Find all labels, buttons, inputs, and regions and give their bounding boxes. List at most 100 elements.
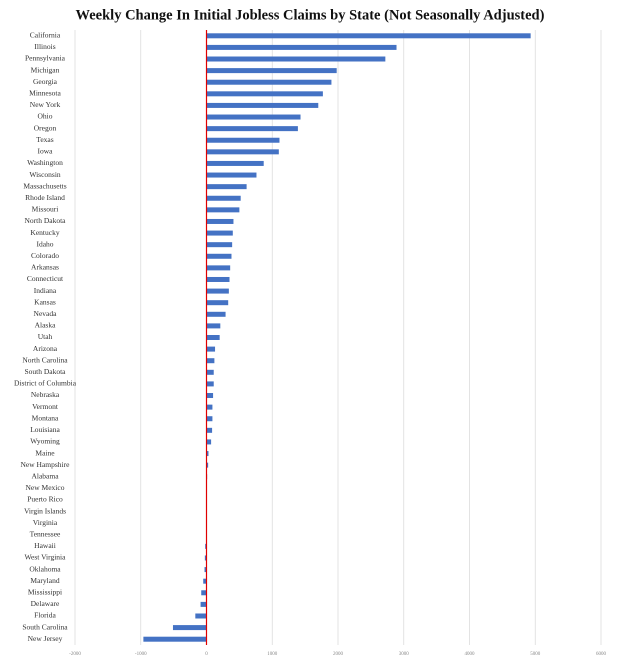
chart-title: Weekly Change In Initial Jobless Claims …	[76, 7, 545, 23]
bar	[206, 126, 298, 132]
y-tick-label: Kentucky	[30, 228, 59, 237]
x-tick-label: 4000	[465, 652, 476, 657]
y-tick-label: Virgin Islands	[24, 506, 66, 515]
y-tick-label: Mississippi	[28, 588, 62, 597]
y-tick-label: California	[30, 31, 61, 40]
y-tick-label: North Dakota	[24, 216, 66, 225]
bar	[206, 300, 229, 306]
bar	[206, 218, 234, 224]
y-tick-label: Hawaii	[34, 541, 56, 550]
y-tick-label: West Virginia	[25, 553, 67, 562]
bar	[206, 369, 214, 375]
bar	[206, 137, 280, 143]
y-tick-label: New Mexico	[26, 483, 65, 492]
x-tick-label: 0	[205, 652, 208, 657]
y-tick-label: Maryland	[30, 576, 59, 585]
y-tick-label: Idaho	[36, 239, 53, 248]
bar	[206, 68, 337, 74]
y-tick-label: Ohio	[38, 112, 53, 121]
y-tick-label: Connecticut	[27, 274, 64, 283]
y-tick-label: Pennsylvania	[25, 54, 66, 63]
y-tick-label: Maine	[35, 448, 55, 457]
bar	[206, 195, 241, 201]
bar	[195, 613, 207, 619]
y-tick-label: Wisconsin	[29, 170, 61, 179]
bar	[206, 242, 233, 248]
y-tick-label: Missouri	[32, 205, 59, 214]
y-tick-label: Massachusetts	[23, 181, 66, 190]
bar	[206, 172, 257, 178]
bar	[206, 184, 247, 190]
bar	[201, 590, 207, 596]
bar	[206, 253, 232, 259]
y-tick-label: Arkansas	[31, 263, 59, 272]
bar	[206, 56, 386, 62]
bar	[206, 416, 213, 422]
bar	[203, 578, 207, 584]
y-tick-label: Minnesota	[29, 89, 61, 98]
bar	[206, 160, 264, 166]
bar	[200, 601, 207, 607]
y-tick-label: New Jersey	[28, 634, 63, 643]
y-tick-label: Puerto Rico	[27, 495, 63, 504]
y-tick-label: South Dakota	[24, 367, 66, 376]
bar	[206, 427, 213, 433]
bar	[172, 625, 207, 631]
bar	[206, 276, 230, 282]
bar	[206, 323, 221, 329]
bar	[206, 149, 279, 155]
y-tick-label: Iowa	[38, 147, 54, 156]
y-tick-label: Alabama	[31, 471, 59, 480]
y-tick-label: Louisiana	[30, 425, 60, 434]
bar	[143, 636, 207, 642]
x-tick-label: 6000	[596, 652, 607, 657]
y-tick-label: District of Columbia	[14, 379, 77, 388]
x-tick-label: 1000	[267, 652, 278, 657]
x-tick-label: -1000	[135, 652, 147, 657]
bar	[206, 265, 231, 271]
bar	[204, 555, 207, 561]
y-tick-label: South Carolina	[22, 622, 68, 631]
bar	[206, 451, 209, 457]
bars	[143, 33, 531, 642]
y-tick-label: Nebraska	[31, 390, 60, 399]
y-tick-label: North Carolina	[22, 355, 68, 364]
y-tick-label: Kansas	[34, 297, 56, 306]
x-tick-label: 5000	[530, 652, 541, 657]
y-tick-label: Illinois	[34, 42, 55, 51]
y-tick-label: New Hampshire	[21, 460, 71, 469]
bar	[206, 33, 531, 39]
bar	[206, 91, 323, 97]
y-tick-label: Texas	[36, 135, 53, 144]
bar	[206, 358, 215, 364]
bar	[206, 404, 213, 410]
bar	[204, 567, 207, 573]
y-tick-label: Alaska	[35, 321, 56, 330]
y-tick-label: Michigan	[31, 65, 60, 74]
bar	[206, 207, 240, 213]
bar	[206, 230, 233, 236]
y-tick-label: Nevada	[34, 309, 58, 318]
y-tick-label: Utah	[38, 332, 53, 341]
y-tick-label: Oklahoma	[29, 564, 61, 573]
y-tick-label: Indiana	[34, 286, 57, 295]
y-tick-label: Vermont	[32, 402, 59, 411]
bar	[206, 79, 332, 85]
y-tick-label: Wyoming	[30, 437, 60, 446]
y-tick-label: Washington	[27, 158, 63, 167]
y-tick-label: Florida	[34, 611, 56, 620]
y-tick-label: Delaware	[31, 599, 60, 608]
x-tick-label: 2000	[333, 652, 344, 657]
bar	[206, 335, 220, 340]
bar	[205, 543, 207, 549]
bar	[206, 102, 319, 108]
y-tick-label: Rhode Island	[25, 193, 65, 202]
y-tick-label: Oregon	[34, 123, 57, 132]
bar	[206, 462, 209, 468]
bar	[206, 288, 229, 294]
y-tick-label: Virginia	[33, 518, 58, 527]
y-tick-label: New York	[30, 100, 61, 109]
bar	[206, 346, 216, 352]
y-tick-label: Georgia	[33, 77, 58, 86]
